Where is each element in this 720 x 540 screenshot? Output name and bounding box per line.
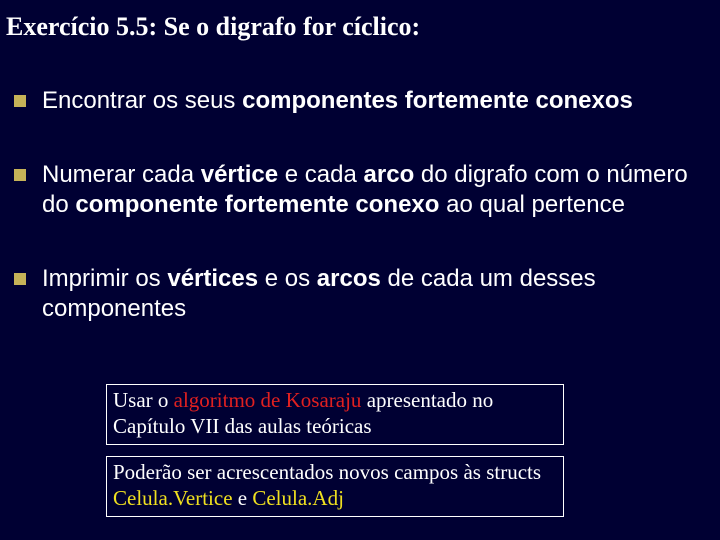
bullet-list: Encontrar os seus componentes fortemente… xyxy=(14,86,700,324)
b2-c: e cada xyxy=(278,161,363,188)
n2-c: e xyxy=(233,486,253,510)
b3-d: arcos xyxy=(317,265,381,292)
n2-a: Poderão ser acrescentados novos campos à… xyxy=(113,460,541,484)
b2-g: ao qual pertence xyxy=(439,191,624,218)
b1-bold: componentes fortemente conexos xyxy=(242,87,633,114)
b3-a: Imprimir os xyxy=(42,265,167,292)
bullet-marker-icon xyxy=(14,273,26,285)
n1-a: Usar o xyxy=(113,388,174,412)
b2-d: arco xyxy=(364,161,415,188)
bullet-item-2: Numerar cada vértice e cada arco do digr… xyxy=(14,160,700,220)
b2-b: vértice xyxy=(201,161,278,188)
bullet-marker-icon xyxy=(14,95,26,107)
note-box-2: Poderão ser acrescentados novos campos à… xyxy=(106,456,564,517)
slide-title: Exercício 5.5: Se o digrafo for cíclico: xyxy=(6,12,420,42)
bullet-item-1: Encontrar os seus componentes fortemente… xyxy=(14,86,700,116)
bullet-text-3: Imprimir os vértices e os arcos de cada … xyxy=(42,264,700,324)
bullet-text-1: Encontrar os seus componentes fortemente… xyxy=(42,86,633,116)
b2-a: Numerar cada xyxy=(42,161,201,188)
b3-b: vértices xyxy=(167,265,258,292)
n2-y2: Celula.Adj xyxy=(252,486,344,510)
n2-y1: Celula.Vertice xyxy=(113,486,233,510)
n1-red: algoritmo de Kosaraju xyxy=(174,388,362,412)
b2-f: componente fortemente conexo xyxy=(75,191,439,218)
b1-pre: Encontrar os seus xyxy=(42,87,242,114)
note-box-1: Usar o algoritmo de Kosaraju apresentado… xyxy=(106,384,564,445)
bullet-marker-icon xyxy=(14,169,26,181)
b3-c: e os xyxy=(258,265,317,292)
bullet-item-3: Imprimir os vértices e os arcos de cada … xyxy=(14,264,700,324)
bullet-text-2: Numerar cada vértice e cada arco do digr… xyxy=(42,160,700,220)
